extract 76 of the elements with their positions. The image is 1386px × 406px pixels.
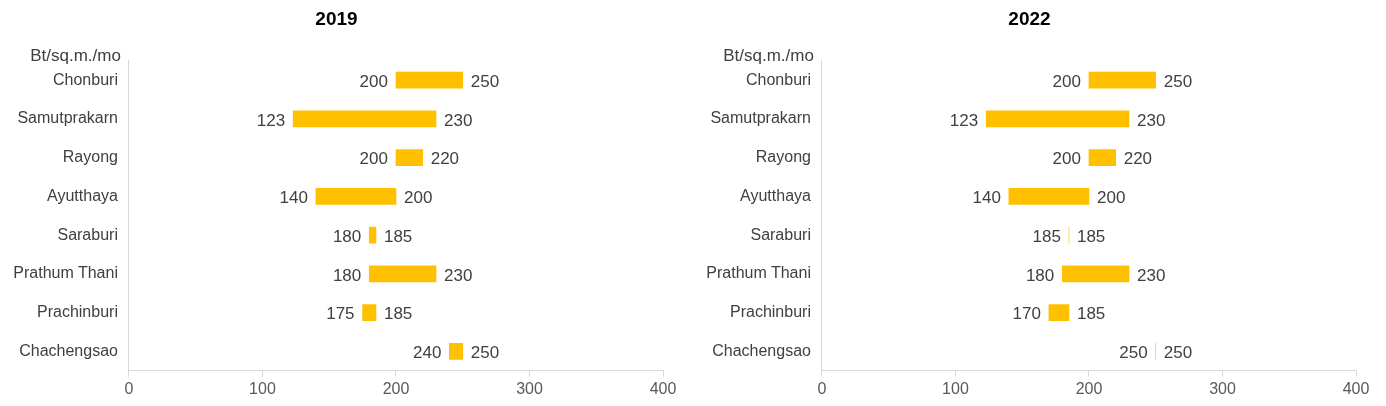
y-tick-label: Chonburi <box>746 70 811 88</box>
y-tick-label: Ayutthaya <box>740 186 812 204</box>
annotation: 200 <box>1052 71 1081 91</box>
bar <box>449 343 464 360</box>
annotation: 250 <box>470 71 500 91</box>
bar <box>368 265 437 283</box>
annotation: 230 <box>1137 110 1166 130</box>
y-tick-label: Prachinburi <box>37 303 118 321</box>
annotation: 185 <box>1076 304 1106 324</box>
x-tick-label: 200 <box>382 379 410 397</box>
annotation: 220 <box>430 149 460 169</box>
y-tick-label: Chachengsao <box>712 341 812 359</box>
x-tick-label: 300 <box>1209 379 1236 397</box>
annotation: 250 <box>1163 71 1193 91</box>
annotation: 230 <box>1137 265 1166 285</box>
annotation: 220 <box>1123 149 1153 169</box>
annotation: 230 <box>444 265 473 285</box>
annotation: 140 <box>279 188 308 208</box>
annotation: 200 <box>1052 149 1081 169</box>
bar <box>315 188 397 205</box>
y-tick-label: Prachinburi <box>730 303 811 321</box>
annotation: 200 <box>359 71 388 91</box>
y-tick-label: Chonburi <box>53 70 118 88</box>
annotation: 123 <box>256 110 286 130</box>
bar <box>395 149 423 167</box>
x-tick-label: 100 <box>249 379 276 397</box>
bar <box>368 226 377 244</box>
y-tick-label: Rayong <box>755 148 811 166</box>
y-tick-label: Rayong <box>62 148 118 166</box>
y-tick-label: Samutprakarn <box>17 109 118 127</box>
y-tick-label: Samutprakarn <box>710 109 811 127</box>
y-tick-label: Prathum Thani <box>13 264 118 282</box>
annotation: 250 <box>1119 343 1148 363</box>
annotation: 185 <box>1076 226 1106 246</box>
annotation: 200 <box>359 149 388 169</box>
annotation: 230 <box>444 110 473 130</box>
bar <box>362 304 377 322</box>
x-tick-label: 300 <box>516 379 543 397</box>
x-tick-label: 400 <box>1342 379 1370 397</box>
annotation: 185 <box>383 304 413 324</box>
bar <box>985 110 1130 128</box>
bar <box>1088 71 1157 89</box>
bar <box>1088 149 1116 167</box>
annotation: 200 <box>1096 188 1126 208</box>
y-tick-label: Saraburi <box>57 225 118 243</box>
annotation: 170 <box>1012 304 1041 324</box>
annotation: 180 <box>332 226 362 246</box>
x-tick-label: 0 <box>124 379 134 397</box>
annotation: 140 <box>972 188 1001 208</box>
annotation: 240 <box>413 343 442 363</box>
annotation: 185 <box>1032 226 1061 246</box>
x-tick-label: 400 <box>649 379 677 397</box>
bar <box>1061 265 1130 283</box>
bar <box>292 110 437 128</box>
annotation: 250 <box>470 343 500 363</box>
x-tick-label: 0 <box>817 379 827 397</box>
y-tick-label: Chachengsao <box>19 341 119 359</box>
y-tick-label: Prathum Thani <box>706 264 811 282</box>
bar <box>1008 188 1090 205</box>
bar <box>395 71 464 89</box>
chart-title: 2019 <box>315 7 358 29</box>
y-axis-title: Bt/sq.m./mo <box>30 45 121 65</box>
annotation: 200 <box>403 188 433 208</box>
x-tick-label: 200 <box>1075 379 1103 397</box>
annotation: 250 <box>1163 343 1193 363</box>
annotation: 185 <box>383 226 413 246</box>
y-axis-title: Bt/sq.m./mo <box>723 45 814 65</box>
annotation: 180 <box>1025 265 1055 285</box>
chart-title: 2022 <box>1008 7 1051 29</box>
annotation: 175 <box>326 304 355 324</box>
bar <box>1048 304 1070 322</box>
x-tick-label: 100 <box>942 379 969 397</box>
y-tick-label: Ayutthaya <box>47 186 119 204</box>
annotation: 180 <box>332 265 362 285</box>
annotation: 123 <box>949 110 979 130</box>
y-tick-label: Saraburi <box>750 225 811 243</box>
